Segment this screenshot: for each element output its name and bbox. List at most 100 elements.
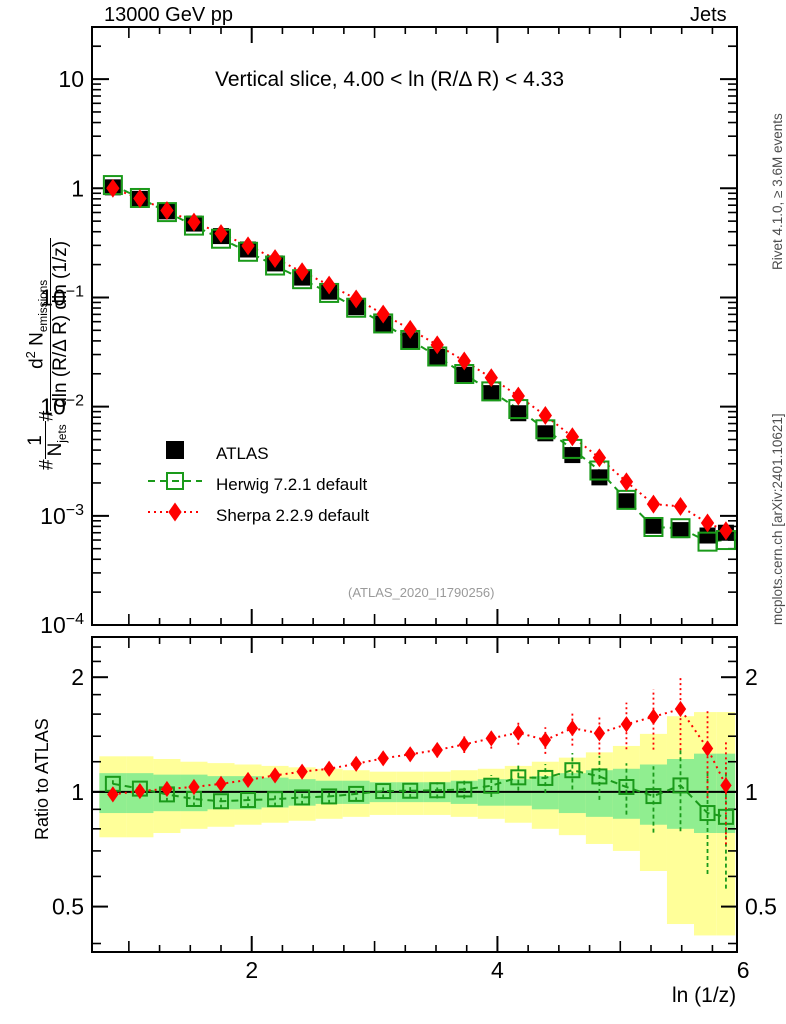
sherpa-main-marker [592,448,607,468]
atlas-main-marker [375,315,392,332]
herwig-ratio-marker [213,793,229,810]
sherpa-ratio-marker [134,782,146,800]
atlas-main-marker [537,425,554,442]
herwig-ratio-marker [348,785,365,802]
herwig-ratio-marker [645,788,662,805]
sherpa-ratio-marker [242,771,254,789]
main-title: Vertical slice, 4.00 < ln (R/Δ R) < 4.33 [215,68,565,91]
sherpa-main-marker [484,368,498,388]
ratio-yaxis-tick-label-right: 1 [745,779,758,805]
sherpa-main-marker [430,335,444,355]
herwig-ratio-marker [672,777,689,794]
atlas-main-marker [483,385,500,402]
atlas-main-marker [456,366,473,383]
sherpa-ratio-marker [566,720,579,737]
legend-item-sherpa-label: Sherpa 2.2.9 default [216,506,370,525]
sherpa-main-marker [646,494,661,514]
herwig-ratio-marker [294,789,311,806]
sherpa-main-marker [538,406,552,425]
sherpa-ratio-marker [593,725,606,742]
header-left-label: 13000 GeV pp [104,4,233,26]
atlas-main-marker [699,527,716,544]
sherpa-ratio-marker [404,746,416,763]
sherpa-main-marker [673,496,688,516]
sherpa-main-marker [160,201,174,221]
atlas-main-marker [564,447,581,464]
sherpa-main-marker [565,427,580,447]
xaxis-tick-label: 6 [737,957,750,983]
sherpa-ratio-marker [215,775,227,792]
sherpa-ratio-marker [296,763,308,780]
header-right-label: Jets [690,4,727,26]
sherpa-ratio-marker [161,780,173,798]
sherpa-ratio-marker [269,767,281,784]
yaxis-tick-label: 1 [71,175,84,201]
sherpa-ratio-marker [674,700,687,718]
sherpa-ratio-marker [539,731,552,749]
xaxis-tick-label: 4 [491,957,504,983]
sherpa-main-marker [133,189,147,209]
ratio-yaxis-tick-label: 2 [71,664,84,690]
herwig-ratio-marker [375,783,392,800]
sherpa-ratio-marker [323,760,335,777]
sherpa-main-marker [700,513,715,533]
sherpa-ratio-marker [485,730,497,747]
main-panel-frame [91,26,738,626]
herwig-ratio-marker [483,777,500,794]
sherpa-main-marker [511,386,525,406]
ratio-yaxis-tick-label-right: 0.5 [745,894,777,920]
sherpa-main-marker [719,521,733,541]
sherpa-ratio-marker [458,736,470,753]
sherpa-main-marker [322,275,336,295]
sherpa-ratio-marker [431,741,443,759]
ratio-band-inner [694,753,717,834]
herwig-ratio-marker [537,769,554,786]
sherpa-main-marker [187,212,201,232]
legend-item-herwig-label: Herwig 7.2.1 default [216,475,368,494]
herwig-ratio-marker [402,782,419,799]
sherpa-main-marker [106,178,120,198]
atlas-main-marker [429,348,446,365]
sherpa-ratio-marker [188,778,200,796]
herwig-ratio-marker [456,781,473,798]
yaxis-tick-label: 10−4 [40,611,84,638]
sherpa-ratio-marker [377,750,389,767]
sherpa-ratio-marker [350,755,362,772]
legend-marker-sherpa [168,502,182,522]
sherpa-main-marker [619,472,634,492]
legend-marker-herwig [166,472,184,490]
yaxis-tick-label: 10−1 [40,283,84,310]
sherpa-ratio-marker [701,740,714,757]
atlas-main-marker [591,469,608,486]
sherpa-main-marker [349,289,363,309]
sherpa-main-marker [268,249,282,269]
sherpa-ratio-marker [647,708,660,725]
atlas-main-marker [402,332,419,349]
sherpa-ratio-marker [720,777,732,794]
herwig-ratio-marker [429,782,446,799]
ratio-yaxis-tick-label: 0.5 [52,894,84,920]
herwig-main-marker [670,518,691,539]
sherpa-main-marker [403,319,417,339]
ratio-yaxis-tick-label: 1 [71,779,84,805]
yaxis-tick-label: 10−2 [40,393,84,420]
herwig-main-marker [643,516,664,537]
sherpa-main-marker [214,224,228,243]
legend-marker-atlas [166,441,184,459]
herwig-ratio-marker [510,769,527,786]
herwig-ratio-marker [591,768,608,785]
atlas-main-marker [618,493,635,510]
herwig-ratio-marker [321,788,338,805]
xaxis-label: ln (1/z) [672,984,737,1007]
sherpa-main-marker [376,304,390,324]
atlas-main-marker [672,522,689,539]
herwig-ratio-line [112,769,727,818]
herwig-ratio-marker [618,779,635,796]
herwig-ratio-marker [240,792,257,809]
sherpa-main-marker [457,351,471,371]
analysis-watermark: (ATLAS_2020_I1790256) [348,585,495,600]
atlas-main-marker [645,517,662,534]
herwig-main-line [112,184,727,543]
